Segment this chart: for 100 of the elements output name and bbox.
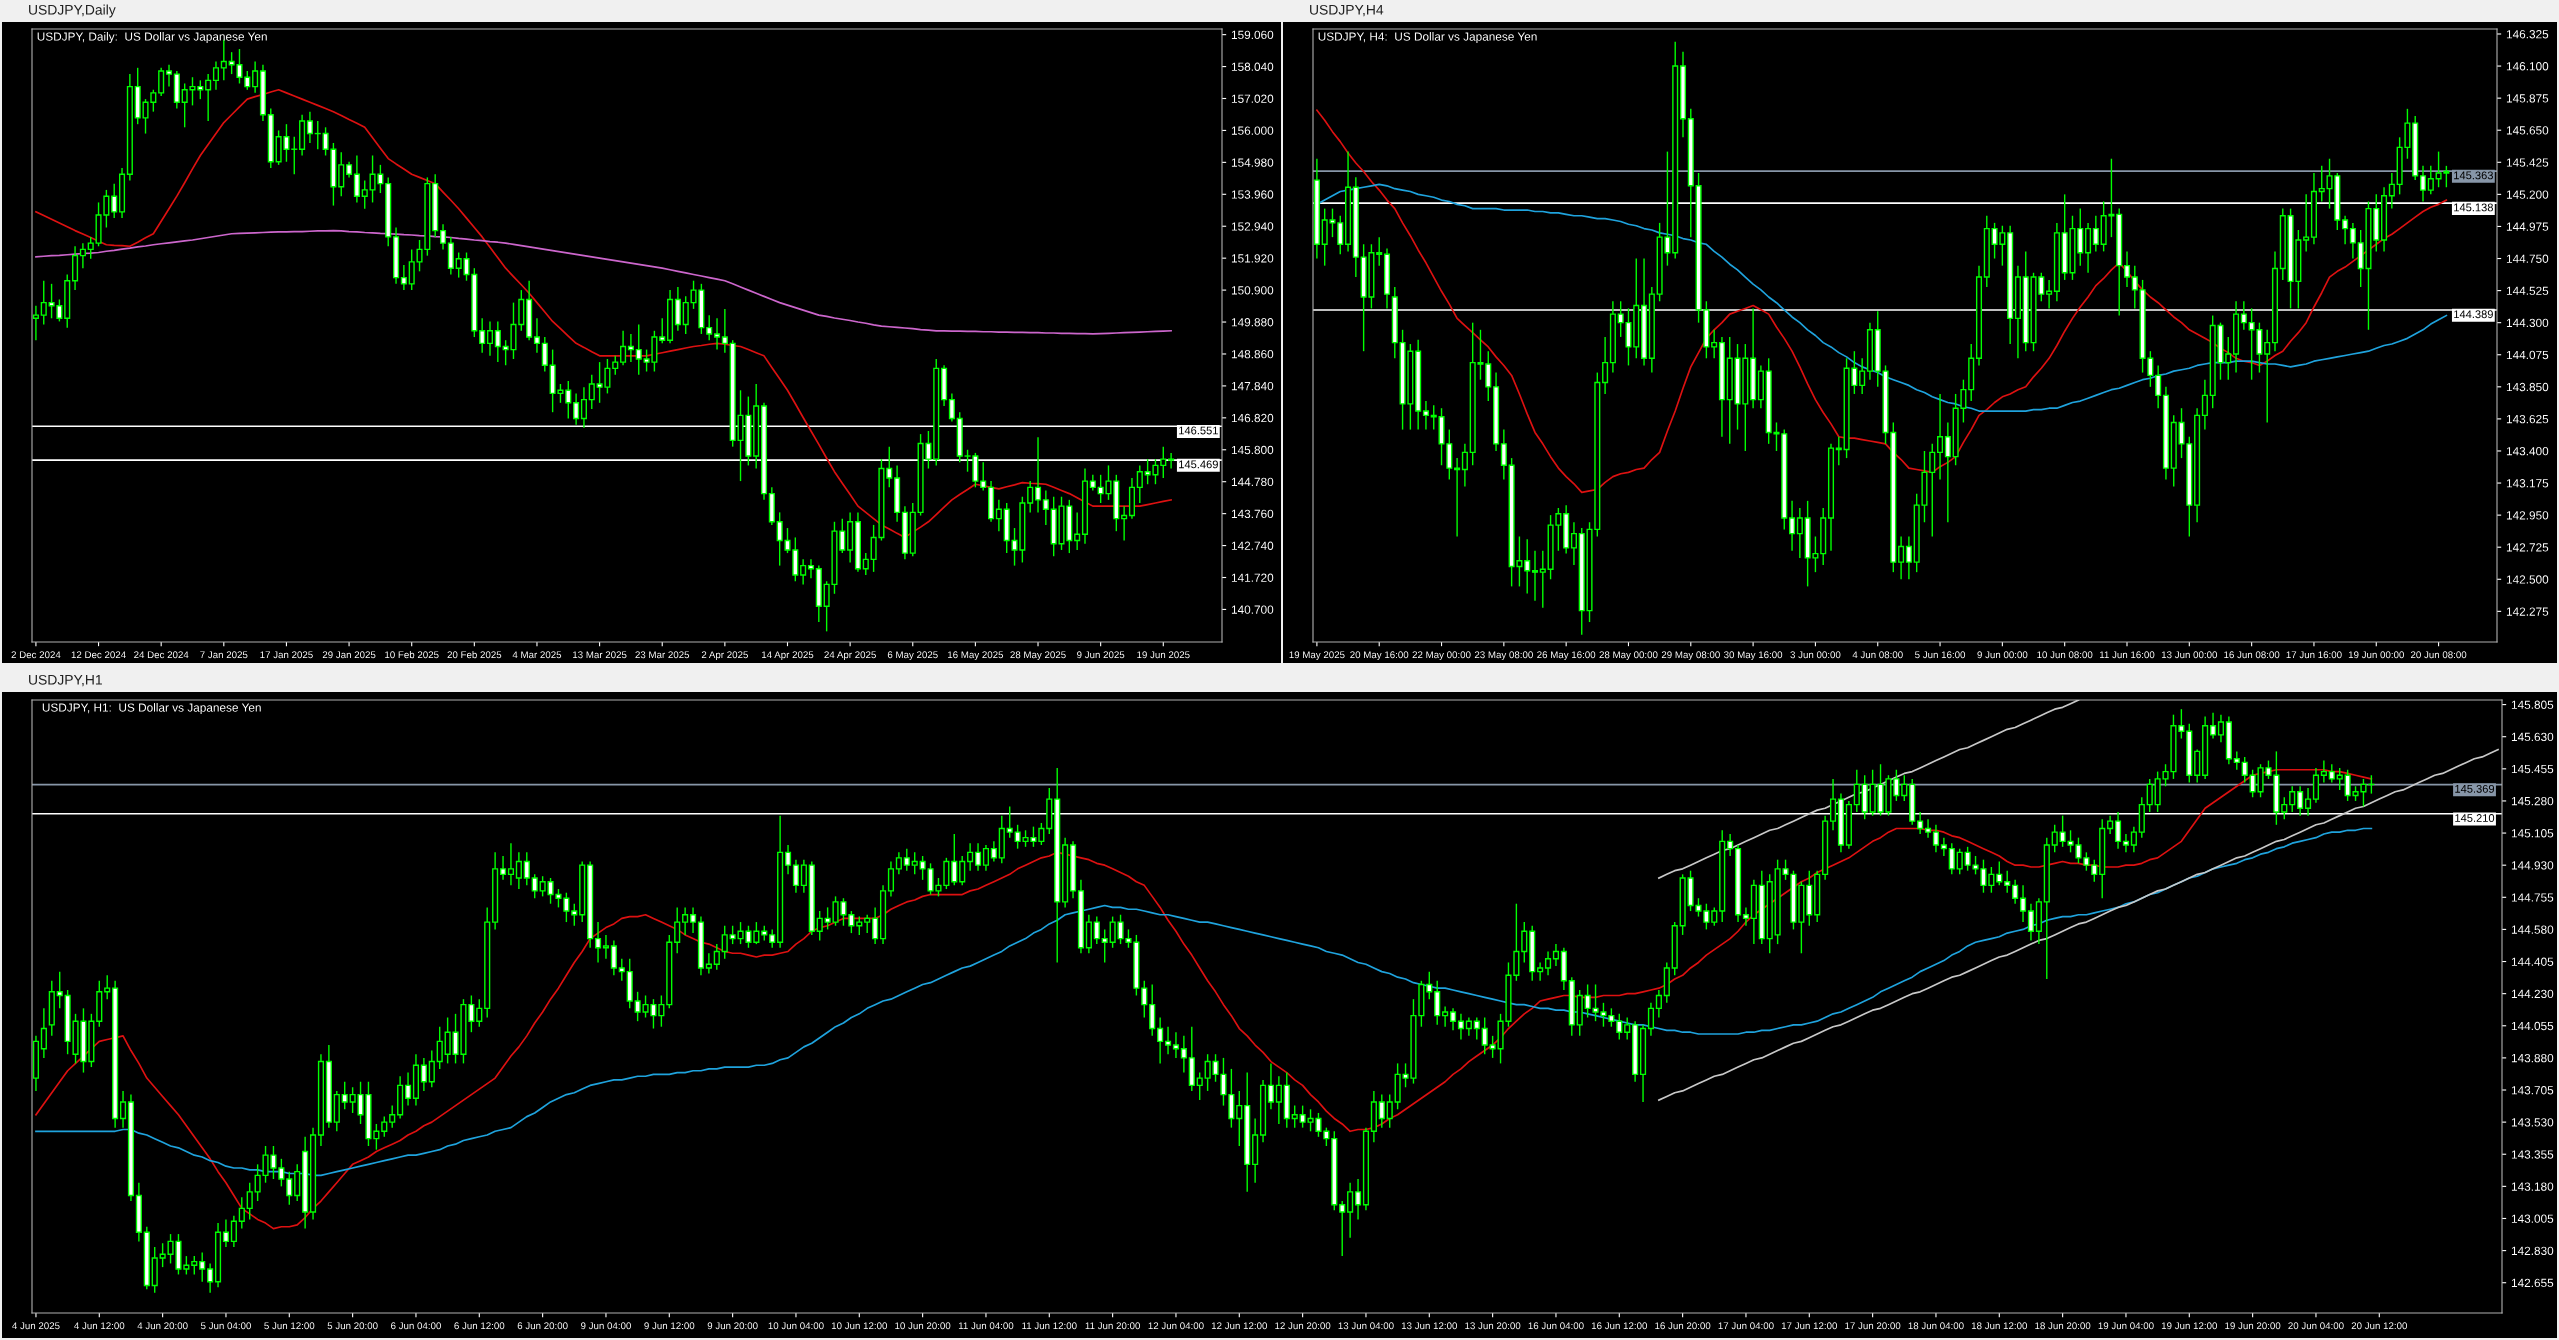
y-tick-label: 159.060 [1231, 30, 1274, 40]
x-tick-label: 11 Jun 04:00 [958, 1322, 1014, 1330]
x-tick-label: 17 Jun 16:00 [2286, 651, 2342, 659]
x-tick-label: 19 Jun 12:00 [2161, 1322, 2218, 1330]
x-tick-label: 4 Mar 2025 [512, 651, 562, 659]
y-tick-label: 144.405 [2511, 957, 2554, 966]
x-tick-label: 20 Jun 08:00 [2410, 651, 2467, 659]
y-tick-label: 158.040 [1231, 62, 1274, 71]
y-tick-label: 154.980 [1231, 158, 1274, 167]
x-tick-label: 18 Jun 12:00 [1971, 1322, 2028, 1330]
x-tick-label: 9 Jun 12:00 [644, 1322, 695, 1330]
y-tick-label: 153.960 [1231, 190, 1274, 199]
x-tick-label: 20 Jun 04:00 [2288, 1322, 2344, 1330]
y-tick-label: 145.425 [2506, 158, 2549, 167]
y-tick-label: 143.355 [2511, 1150, 2554, 1159]
y-tick-label: 144.975 [2506, 222, 2549, 231]
chart-title: USDJPY,Daily [29, 4, 116, 18]
x-tick-label: 6 Jun 04:00 [391, 1322, 441, 1330]
y-tick-label: 142.950 [2506, 511, 2549, 520]
ref-line-label: 145.363 [2454, 171, 2493, 180]
y-tick-label: 140.700 [1231, 605, 1274, 614]
x-tick-label: 18 Jun 04:00 [1908, 1322, 1964, 1330]
x-tick-label: 16 May 2025 [948, 651, 1004, 661]
y-tick-label: 145.800 [1231, 445, 1274, 455]
x-tick-label: 13 Jun 20:00 [1465, 1322, 1521, 1330]
y-tick-label: 141.720 [1231, 573, 1274, 582]
y-tick-label: 144.930 [2511, 861, 2554, 870]
x-tick-label: 5 Jun 20:00 [327, 1322, 378, 1330]
x-tick-label: 16 Jun 20:00 [1655, 1322, 1711, 1330]
ref-line-label: 145.369 [2455, 784, 2495, 793]
y-tick-label: 143.180 [2511, 1182, 2554, 1191]
chart-title: USDJPY,H1 [29, 674, 102, 687]
chart-title: USDJPY,H4 [1310, 4, 1384, 17]
y-tick-label: 149.880 [1231, 318, 1274, 327]
x-tick-label: 9 Jun 2025 [1077, 651, 1125, 659]
x-tick-label: 19 May 2025 [1289, 651, 1345, 661]
x-tick-label: 20 Jun 12:00 [2351, 1322, 2408, 1330]
x-tick-label: 17 Jan 2025 [260, 651, 313, 659]
y-tick-label: 157.020 [1231, 94, 1274, 103]
y-tick-label: 145.650 [2506, 126, 2549, 135]
x-tick-label: 13 Jun 04:00 [1338, 1322, 1394, 1330]
x-tick-label: 16 Jun 04:00 [1528, 1322, 1584, 1330]
x-tick-label: 22 May 00:00 [1412, 651, 1471, 661]
x-tick-label: 9 Jun 00:00 [1977, 651, 2028, 659]
x-tick-label: 20 Feb 2025 [447, 651, 502, 659]
x-tick-label: 4 Jun 20:00 [137, 1322, 188, 1330]
x-tick-label: 16 Jun 12:00 [1591, 1322, 1648, 1330]
x-tick-label: 4 Jun 2025 [12, 1322, 60, 1330]
x-tick-label: 17 Jun 12:00 [1781, 1322, 1838, 1330]
x-tick-label: 4 Jun 12:00 [74, 1322, 125, 1330]
x-tick-label: 23 Mar 2025 [635, 651, 690, 659]
ref-line-label: 145.469 [1179, 460, 1218, 469]
x-tick-label: 10 Jun 04:00 [768, 1322, 824, 1330]
y-tick-label: 144.580 [2511, 925, 2554, 934]
x-tick-label: 16 Jun 08:00 [2224, 651, 2280, 659]
ref-line-label: 144.389 [2454, 310, 2493, 319]
y-tick-label: 146.820 [1231, 413, 1274, 423]
y-tick-label: 144.750 [2506, 254, 2549, 263]
y-tick-label: 144.755 [2511, 893, 2554, 902]
y-tick-label: 142.275 [2506, 607, 2549, 616]
y-tick-label: 144.230 [2511, 989, 2554, 999]
x-tick-label: 20 May 16:00 [1350, 651, 1409, 661]
chart-subtitle: USDJPY, H4: US Dollar vs Japanese Yen [1318, 32, 1537, 44]
y-tick-label: 152.940 [1231, 222, 1274, 231]
x-tick-label: 24 Apr 2025 [824, 651, 876, 661]
y-tick-label: 142.725 [2506, 543, 2549, 552]
y-tick-label: 144.075 [2506, 350, 2549, 360]
y-tick-label: 150.900 [1231, 286, 1274, 295]
x-tick-label: 19 Jun 20:00 [2225, 1322, 2281, 1330]
y-tick-label: 148.860 [1231, 350, 1274, 359]
x-tick-label: 14 Apr 2025 [762, 651, 814, 661]
x-tick-label: 9 Jun 20:00 [707, 1322, 758, 1330]
y-tick-label: 144.525 [2506, 286, 2549, 295]
x-tick-label: 11 Jun 20:00 [1085, 1322, 1140, 1330]
y-tick-label: 151.920 [1231, 254, 1274, 263]
x-tick-label: 3 Jun 00:00 [1790, 651, 1841, 659]
chart-subtitle: USDJPY, Daily: US Dollar vs Japanese Yen [37, 32, 267, 44]
x-tick-label: 2 Dec 2024 [11, 651, 61, 659]
ref-line-label: 145.210 [2455, 814, 2495, 822]
x-tick-label: 11 Jun 16:00 [2099, 651, 2155, 659]
y-tick-label: 145.875 [2506, 94, 2549, 103]
x-tick-label: 13 Jun 12:00 [1401, 1322, 1458, 1330]
x-tick-label: 4 Jun 08:00 [1852, 651, 1903, 659]
x-tick-label: 30 May 16:00 [1724, 651, 1783, 661]
y-tick-label: 143.005 [2511, 1214, 2554, 1223]
y-tick-label: 146.100 [2506, 62, 2549, 71]
y-tick-label: 143.705 [2511, 1086, 2554, 1095]
x-tick-label: 5 Jun 16:00 [1915, 651, 1966, 659]
y-tick-label: 142.740 [1231, 541, 1274, 550]
x-tick-label: 11 Jun 12:00 [1022, 1322, 1077, 1330]
x-tick-label: 10 Jun 12:00 [831, 1322, 888, 1330]
y-tick-label: 145.455 [2511, 764, 2554, 774]
y-tick-label: 156.000 [1231, 126, 1274, 135]
x-tick-label: 12 Jun 12:00 [1211, 1322, 1268, 1330]
x-tick-label: 18 Jun 20:00 [2035, 1322, 2091, 1330]
y-tick-label: 145.280 [2511, 796, 2554, 806]
y-tick-label: 144.300 [2506, 318, 2549, 328]
y-tick-label: 145.200 [2506, 190, 2549, 199]
chart-subtitle: USDJPY, H1: US Dollar vs Japanese Yen [42, 703, 261, 715]
x-tick-label: 12 Jun 20:00 [1275, 1322, 1331, 1330]
